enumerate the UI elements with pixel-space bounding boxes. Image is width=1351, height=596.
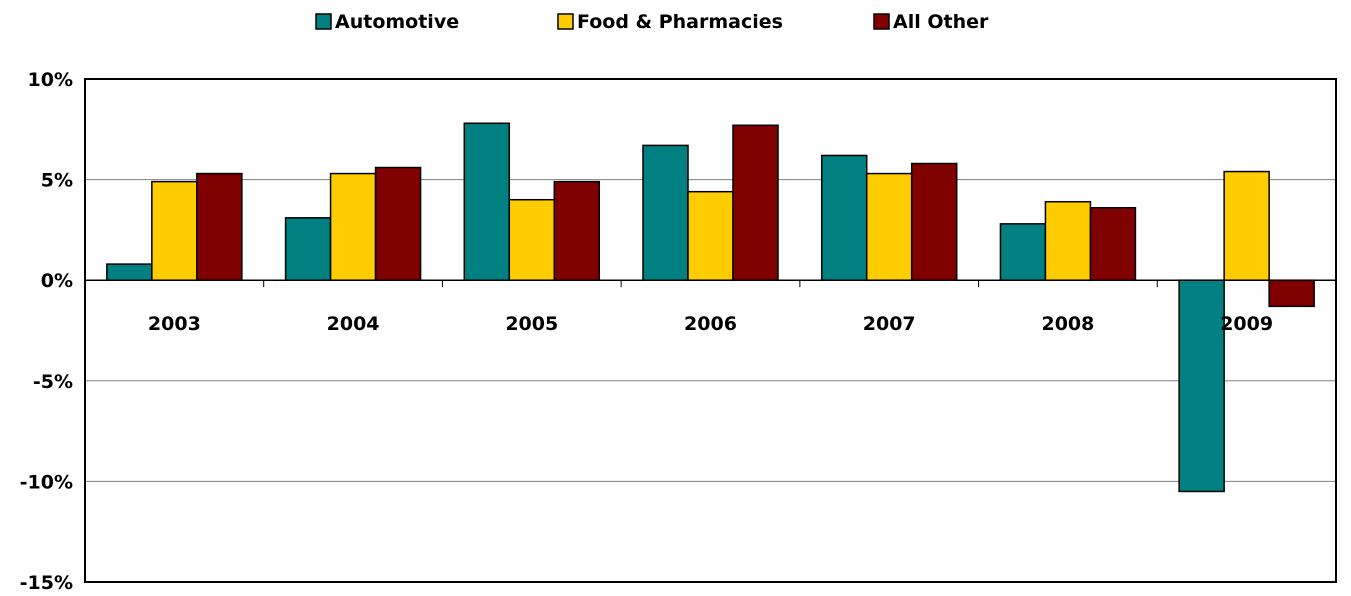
bar-automotive-2005: [464, 123, 509, 280]
bar-automotive-2004: [286, 218, 331, 280]
x-tick-label: 2004: [327, 313, 380, 335]
y-tick-label: -15%: [20, 572, 73, 594]
bar-automotive-2009: [1179, 280, 1224, 491]
legend-label: All Other: [893, 11, 989, 33]
y-tick-label: -10%: [20, 471, 73, 493]
y-tick-label: 10%: [28, 69, 73, 91]
bar-automotive-2008: [1000, 224, 1045, 280]
x-tick-label: 2003: [148, 313, 201, 335]
bar-food-pharmacies-2003: [152, 182, 197, 281]
x-axis-tick-labels: 2003 2004 2005 2006 2007 2008 2009: [148, 313, 1273, 335]
bar-all-other-2009: [1269, 280, 1314, 306]
legend-swatch: [316, 14, 331, 29]
bar-all-other-2008: [1090, 208, 1135, 280]
legend: Automotive Food & Pharmacies All Other: [316, 11, 989, 33]
y-tick-label: 5%: [41, 170, 73, 192]
bar-food-pharmacies-2005: [509, 200, 554, 280]
x-tick-label: 2005: [505, 313, 558, 335]
y-tick-label: -5%: [33, 371, 73, 393]
legend-label: Food & Pharmacies: [577, 11, 783, 33]
bar-food-pharmacies-2009: [1224, 172, 1269, 281]
y-axis-tick-labels: -15% -10% -5% 0% 5% 10%: [20, 69, 73, 594]
zero-axis: [85, 280, 1336, 287]
bar-food-pharmacies-2008: [1045, 202, 1090, 280]
bar-food-pharmacies-2007: [867, 174, 912, 281]
y-tick-label: 0%: [41, 270, 73, 292]
bar-all-other-2005: [554, 182, 599, 281]
bar-all-other-2004: [376, 168, 421, 281]
legend-swatch: [558, 14, 573, 29]
bar-automotive-2006: [643, 145, 688, 280]
x-tick-label: 2007: [863, 313, 916, 335]
x-tick-label: 2006: [684, 313, 737, 335]
x-tick-label: 2009: [1220, 313, 1273, 335]
bar-all-other-2007: [912, 164, 957, 281]
bar-all-other-2006: [733, 125, 778, 280]
x-tick-label: 2008: [1041, 313, 1094, 335]
legend-swatch: [874, 14, 889, 29]
bar-all-other-2003: [197, 174, 242, 281]
bar-food-pharmacies-2004: [331, 174, 376, 281]
bar-automotive-2007: [822, 155, 867, 280]
legend-label: Automotive: [335, 11, 459, 33]
bar-food-pharmacies-2006: [688, 192, 733, 281]
bars: [107, 123, 1314, 491]
bar-automotive-2003: [107, 264, 152, 280]
